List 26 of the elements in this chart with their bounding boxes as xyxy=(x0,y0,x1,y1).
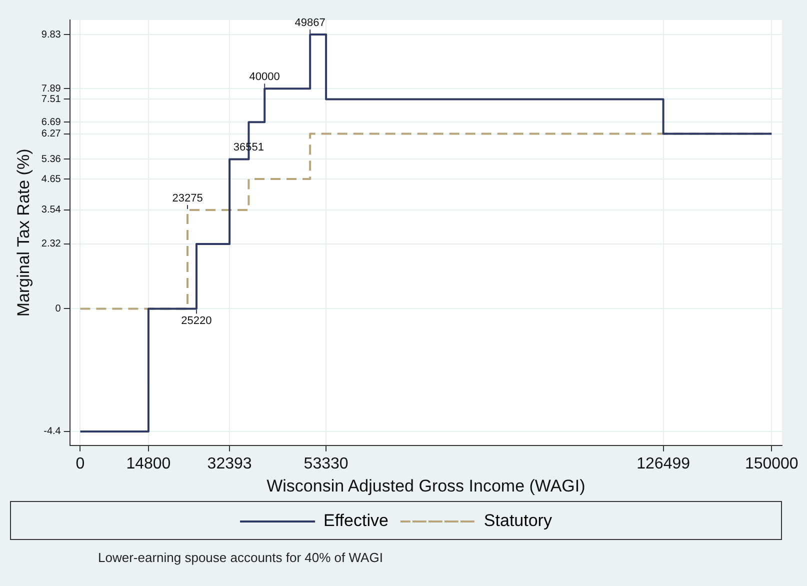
annotation: 40000 xyxy=(249,71,280,84)
x-tick-label: 32393 xyxy=(207,455,252,472)
x-tick-label: 14800 xyxy=(126,455,171,472)
annotation: 49867 xyxy=(294,17,326,30)
y-tick-label: 9.83 xyxy=(41,29,62,40)
text: Lower-earning spouse accounts for 40% of WAGI xyxy=(98,550,383,565)
y-tick-label: 6.27 xyxy=(41,128,62,140)
x-tick-label: 150000 xyxy=(744,455,798,472)
y-tick-label: 2.32 xyxy=(41,238,62,250)
x-axis-title: Wisconsin Adjusted Gross Income (WAGI) xyxy=(266,476,586,496)
y-tick-label: 6.69 xyxy=(41,116,62,128)
y-axis-title: Marginal Tax Rate (%) xyxy=(14,148,33,317)
legend-label: Effective xyxy=(324,511,388,530)
y-tick-label: -4.4 xyxy=(44,426,62,438)
annotation: 23275 xyxy=(172,192,203,204)
annotation: 25220 xyxy=(181,315,212,328)
y-tick-label: 0 xyxy=(55,303,62,314)
y-tick-label: 4.65 xyxy=(41,174,62,185)
y-tick-label: 7.89 xyxy=(41,83,62,94)
y-tick-label: 5.36 xyxy=(41,154,62,165)
x-tick-label: 126499 xyxy=(636,455,690,472)
x-tick-label: 53330 xyxy=(304,455,348,472)
x-tick-label: 0 xyxy=(76,455,85,472)
legend-label: Statutory xyxy=(484,511,552,530)
y-tick-label: 7.51 xyxy=(41,94,62,105)
y-tick-label: 3.54 xyxy=(41,204,62,216)
